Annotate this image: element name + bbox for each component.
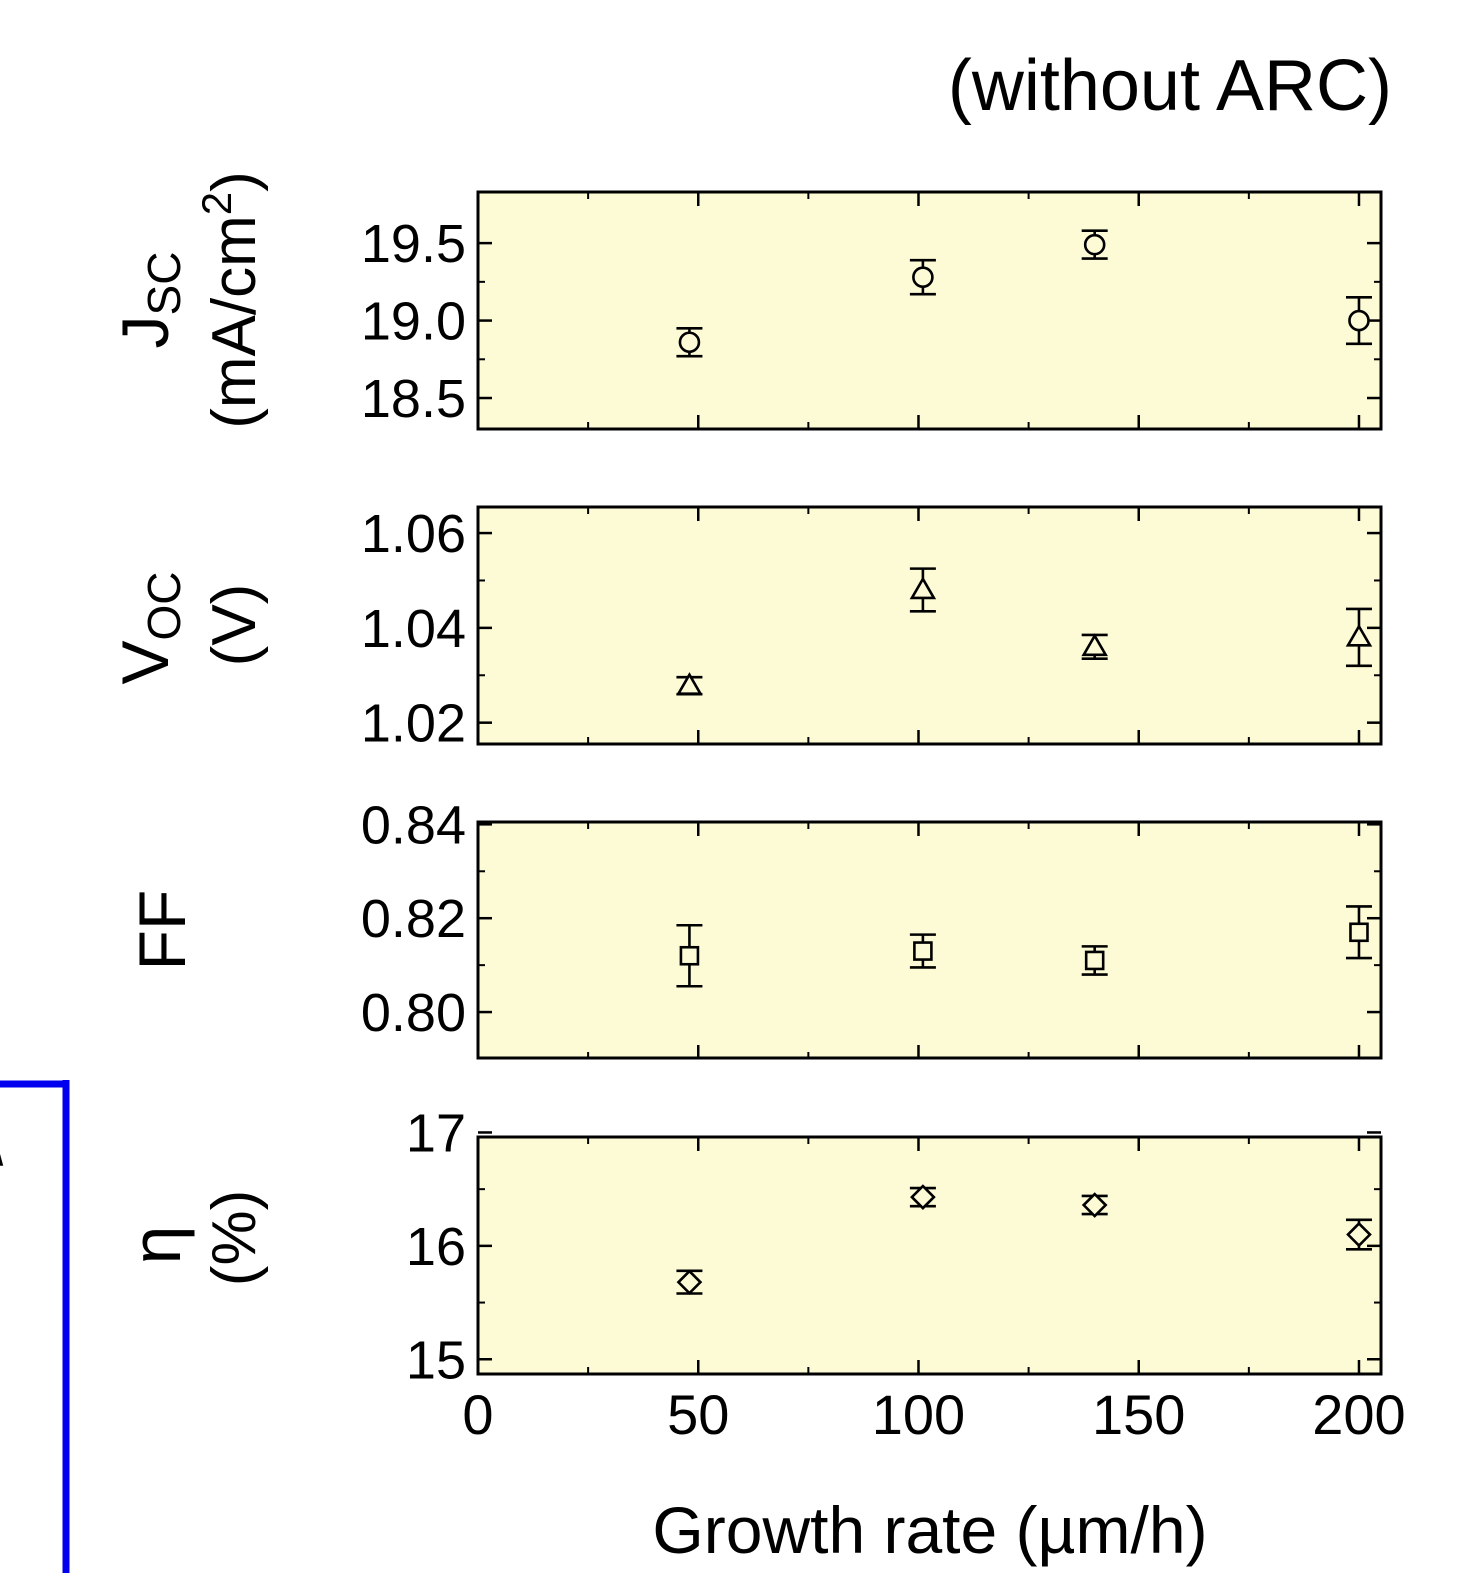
marker-circle [678, 331, 701, 354]
marker-diamond [1346, 1221, 1372, 1248]
panel-voc-frame [476, 505, 1383, 746]
voc-tick-label: 1.06 [361, 504, 466, 564]
panel-eta-frame [476, 1135, 1383, 1376]
jsc-tick-label: 19.5 [361, 214, 466, 274]
marker-diamond [676, 1269, 703, 1295]
ff-data-point [1081, 945, 1108, 976]
x-tick-label: 0 [462, 1383, 493, 1446]
jsc-data-point [676, 327, 703, 358]
voc-data-point [676, 672, 703, 696]
marker-diamond [910, 1184, 936, 1210]
panel-jsc: 18.5 19.0 19.5 JSC (mA/cm2) [108, 171, 1383, 431]
voc-data-point [1345, 607, 1373, 668]
panel-voc-ticklabels: 1.02 1.04 1.06 [361, 504, 466, 754]
ff-ylabel: FF [125, 890, 199, 971]
panel-ff-frame [476, 820, 1383, 1060]
fragment-glyph-1: \ [0, 1110, 4, 1179]
x-axis-label: Growth rate (µm/h) [652, 1493, 1207, 1567]
jsc-data-point [909, 258, 936, 296]
voc-ylabel-symbol: V [108, 640, 182, 684]
panel-voc: 1.02 1.04 1.06 VOC (V) [108, 504, 1383, 754]
jsc-data-point [1345, 296, 1372, 346]
jsc-unit-superscript: 2 [193, 192, 240, 215]
voc-ylabel-subscript: OC [138, 571, 190, 640]
marker-square [1349, 922, 1369, 943]
eta-data-point [1345, 1218, 1372, 1251]
panel-jsc-points [676, 229, 1372, 358]
voc-ylabel-main: VOC [108, 571, 190, 684]
jsc-tick-label: 19.0 [361, 292, 466, 352]
jsc-ylabel-main: JSC [108, 252, 190, 349]
eta-tick-label: 15 [406, 1330, 466, 1390]
jsc-unit-prefix: (mA/cm [200, 215, 269, 429]
voc-tick-label: 1.04 [361, 599, 466, 659]
marker-circle [1083, 233, 1106, 256]
eta-ylabel-main: η [117, 1226, 195, 1265]
marker-square [679, 945, 700, 966]
panel-jsc-ticklabels: 18.5 19.0 19.5 [361, 214, 466, 429]
jsc-ylabel-subscript: SC [138, 252, 190, 316]
x-tick-label: 50 [667, 1383, 729, 1446]
eta-tick-label: 17 [406, 1103, 466, 1163]
ff-tick-label: 0.82 [361, 889, 466, 949]
panel-voc-points [676, 567, 1373, 696]
eta-tick-label: 16 [406, 1217, 466, 1277]
panel-eta-points [676, 1184, 1372, 1295]
panel-eta-ticks [476, 1131, 1381, 1374]
x-tick-label: 100 [872, 1383, 965, 1446]
x-tick-labels: 0 50 100 150 200 [462, 1383, 1405, 1446]
panel-ff-points [676, 905, 1372, 988]
figure-title: (without ARC) [948, 46, 1392, 126]
marker-square [1084, 950, 1105, 971]
voc-data-point [909, 567, 937, 613]
marker-circle [1348, 309, 1370, 332]
panel-ff: 0.80 0.82 0.84 FF [125, 795, 1383, 1060]
jsc-ylabel-unit: (mA/cm2) [193, 171, 269, 429]
voc-data-point [1081, 633, 1108, 660]
voc-ylabel-unit: (V) [200, 584, 269, 667]
fragment-glyph-2: ) [0, 1215, 3, 1284]
ff-tick-label: 0.80 [361, 983, 466, 1043]
voc-tick-label: 1.02 [361, 694, 466, 754]
ff-data-point [909, 933, 936, 969]
panel-jsc-ticks [476, 192, 1381, 429]
marker-triangle [676, 672, 703, 695]
left-frame-fragment: \ ) [0, 1080, 70, 1573]
eta-ylabel-unit: (%) [200, 1190, 269, 1286]
eta-data-point [909, 1184, 936, 1210]
panel-eta: 15 16 17 η (%) [117, 1103, 1383, 1390]
eta-data-point [676, 1269, 703, 1295]
jsc-unit-suffix: ) [200, 171, 269, 192]
jsc-data-point [1081, 229, 1108, 260]
marker-circle [912, 266, 934, 288]
panel-ff-ticklabels: 0.80 0.82 0.84 [361, 795, 466, 1043]
jsc-tick-label: 18.5 [361, 369, 466, 429]
eta-data-point [1081, 1192, 1108, 1218]
marker-triangle [1081, 633, 1108, 657]
marker-triangle [1345, 623, 1373, 647]
jsc-ylabel-symbol: J [108, 315, 182, 348]
panel-jsc-frame [476, 190, 1383, 431]
marker-triangle [909, 576, 937, 600]
ff-data-point [676, 923, 703, 988]
panel-ff-ticks [476, 822, 1381, 1059]
ff-data-point [1345, 905, 1372, 960]
ff-tick-label: 0.84 [361, 795, 466, 855]
marker-diamond [1081, 1192, 1108, 1218]
x-tick-label: 150 [1092, 1383, 1185, 1446]
marker-square [913, 941, 933, 961]
panel-voc-ticks [476, 507, 1381, 744]
x-tick-label: 200 [1312, 1383, 1405, 1446]
panel-eta-ticklabels: 15 16 17 [406, 1103, 466, 1390]
